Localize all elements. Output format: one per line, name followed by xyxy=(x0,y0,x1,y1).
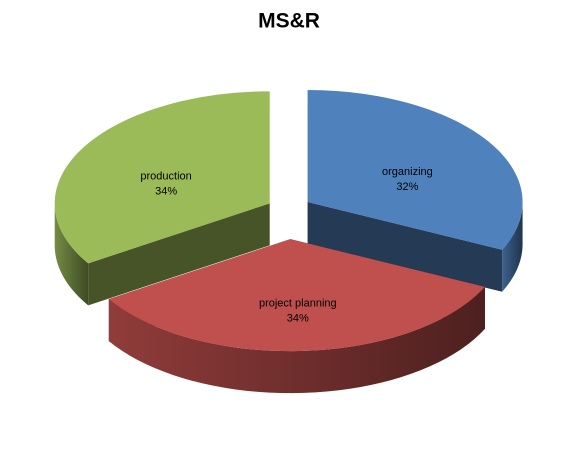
slice-top xyxy=(54,91,270,264)
slice-top xyxy=(307,90,523,250)
slice-edge-wall xyxy=(88,203,270,306)
slice-outer-wall xyxy=(108,286,485,394)
slice-value-label: 34% xyxy=(155,186,177,198)
slice-edge-wall xyxy=(307,202,503,292)
pie-slice: organizing 32% xyxy=(307,90,523,292)
slice-label: project planning xyxy=(259,298,337,310)
slice-value-label: 34% xyxy=(287,313,309,325)
pie-slice: project planning 34% xyxy=(108,239,485,394)
slice-label: production xyxy=(140,171,191,183)
slice-value-label: 32% xyxy=(396,181,418,193)
slice-label: organizing xyxy=(382,166,433,178)
chart-title: MS&R xyxy=(258,10,320,33)
slice-outer-wall xyxy=(502,202,523,292)
pie-slice: production 34% xyxy=(54,91,270,306)
slice-top xyxy=(108,239,485,352)
slice-outer-wall xyxy=(54,203,89,306)
